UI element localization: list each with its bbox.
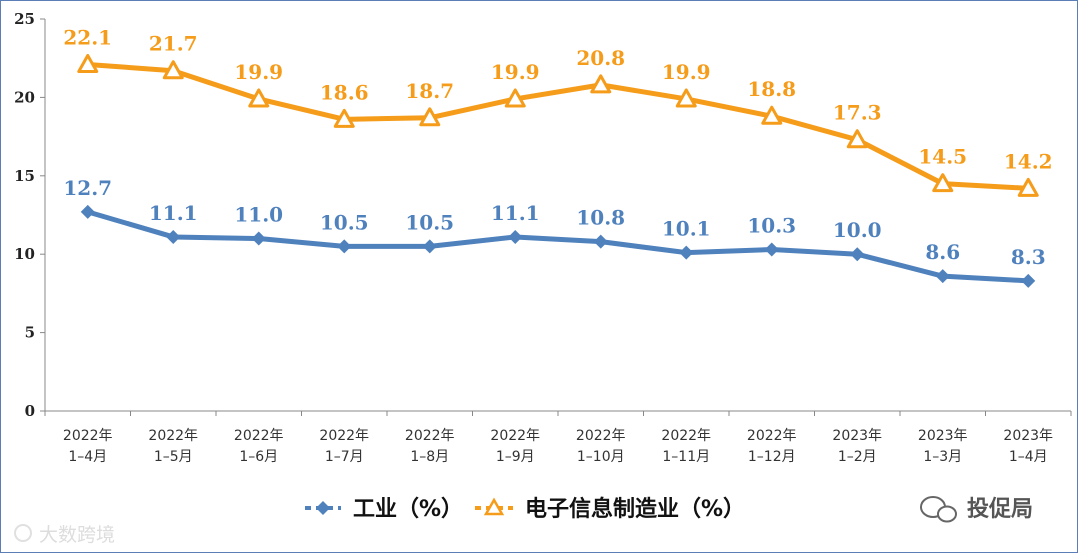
series-line-industry	[85, 209, 1031, 284]
point-marker-industry	[593, 234, 608, 249]
series-line-electronics	[85, 61, 1031, 191]
legend-label-electronics: 电子信息制造业（%）	[525, 496, 745, 522]
watermark-right: 投促局	[920, 496, 1033, 523]
data-label-industry: 10.3	[747, 213, 796, 237]
y-tick-label: 20	[14, 88, 35, 106]
data-label-industry: 10.8	[576, 206, 625, 230]
data-label-electronics: 14.5	[918, 145, 967, 169]
x-tick-label-period: 1–10月	[577, 449, 625, 465]
x-tick-label-year: 2022年	[319, 428, 369, 444]
data-label-electronics: 21.7	[149, 32, 198, 56]
x-tick-label-year: 2022年	[63, 428, 113, 444]
point-marker-industry	[935, 269, 950, 284]
point-marker-industry	[679, 245, 694, 260]
x-tick-label-year: 2022年	[490, 428, 540, 444]
y-tick-label: 15	[14, 167, 35, 185]
data-label-industry: 8.6	[925, 240, 960, 264]
legend: 工业（%） 电子信息制造业（%）	[305, 496, 745, 522]
x-tick-label-period: 1–7月	[325, 449, 364, 465]
x-axis-ticks: 2022年 1–4月 2022年 1–5月 2022年 1–6月 2022年 1–7月 2022…	[44, 411, 1072, 465]
y-axis-ticks: 0 5 10 15 20 25	[14, 10, 45, 420]
watermark-right-text: 投促局	[967, 497, 1033, 522]
point-marker-electronics	[675, 88, 697, 108]
x-tick-label-year: 2022年	[234, 428, 284, 444]
point-marker-industry	[251, 231, 266, 246]
x-tick-label-period: 1–4月	[68, 449, 107, 465]
data-label-electronics: 22.1	[63, 25, 112, 49]
data-label-electronics: 19.9	[234, 60, 283, 84]
data-label-electronics: 14.2	[1004, 149, 1053, 173]
x-tick-label-year: 2023年	[1003, 428, 1053, 444]
data-label-industry: 10.0	[833, 218, 882, 242]
point-marker-electronics	[419, 107, 441, 127]
x-tick-label-year: 2022年	[148, 428, 198, 444]
x-tick-label-period: 1–4月	[1009, 449, 1048, 465]
point-marker-electronics	[504, 88, 526, 108]
x-tick-label-period: 1–5月	[154, 449, 193, 465]
data-label-electronics: 18.7	[405, 79, 454, 103]
x-tick-label-year: 2022年	[405, 428, 455, 444]
y-tick-label: 5	[25, 324, 35, 342]
data-label-industry: 8.3	[1011, 245, 1046, 269]
data-label-industry: 10.5	[320, 210, 369, 234]
data-label-industry: 12.7	[63, 176, 112, 200]
point-marker-industry	[166, 229, 181, 244]
data-label-industry: 11.1	[491, 201, 540, 225]
point-marker-electronics	[248, 88, 270, 108]
x-tick-label-period: 1–12月	[748, 449, 796, 465]
legend-diamond-icon	[316, 501, 330, 515]
watermark-left: 大数跨境	[14, 524, 115, 546]
y-tick-label: 10	[14, 245, 35, 263]
point-marker-industry	[764, 242, 779, 257]
point-marker-industry	[850, 247, 865, 262]
point-marker-electronics	[932, 173, 954, 193]
watermark-logo-icon	[14, 524, 32, 542]
x-tick-label-period: 1–11月	[662, 449, 710, 465]
x-tick-label-period: 1–3月	[923, 449, 962, 465]
x-tick-label-year: 2022年	[661, 428, 711, 444]
x-tick-label-year: 2022年	[576, 428, 626, 444]
x-tick-label-year: 2023年	[918, 428, 968, 444]
data-label-electronics: 19.9	[491, 60, 540, 84]
x-tick-label-period: 1–8月	[410, 449, 449, 465]
y-tick-label: 0	[25, 402, 35, 420]
data-label-electronics: 20.8	[576, 46, 625, 70]
point-marker-industry	[1021, 273, 1036, 288]
series-layer	[77, 53, 1039, 288]
data-label-electronics: 18.8	[747, 77, 796, 101]
point-marker-industry	[80, 204, 95, 219]
x-tick-label-period: 1–9月	[496, 449, 535, 465]
point-marker-electronics	[333, 108, 355, 128]
point-marker-electronics	[761, 105, 783, 125]
wechat-icon-bubble	[937, 505, 957, 523]
data-label-industry: 10.1	[662, 217, 711, 241]
data-label-industry: 11.0	[234, 203, 283, 227]
data-label-electronics: 19.9	[662, 60, 711, 84]
watermark-left-text: 大数跨境	[39, 524, 115, 546]
point-marker-electronics	[162, 60, 184, 80]
point-marker-electronics	[1017, 177, 1039, 197]
x-tick-label-period: 1–6月	[239, 449, 278, 465]
data-label-industry: 10.5	[405, 210, 454, 234]
legend-label-industry: 工业（%）	[353, 497, 463, 522]
x-tick-label-period: 1–2月	[838, 449, 877, 465]
point-marker-industry	[508, 229, 523, 244]
y-tick-label: 25	[14, 10, 35, 28]
x-tick-label-year: 2022年	[747, 428, 797, 444]
point-marker-industry	[422, 239, 437, 254]
point-marker-electronics	[590, 74, 612, 94]
data-label-electronics: 18.6	[320, 80, 369, 104]
point-marker-electronics	[77, 53, 99, 73]
point-marker-electronics	[846, 129, 868, 149]
legend-triangle-icon	[483, 497, 505, 516]
data-labels: 12.7 11.1 11.0 10.5 10.5 11.1 10.8 10.1 10.3 10.0…	[63, 25, 1052, 268]
data-label-industry: 11.1	[149, 201, 198, 225]
data-label-electronics: 17.3	[833, 101, 882, 125]
point-marker-industry	[337, 239, 352, 254]
x-tick-label-year: 2023年	[832, 428, 882, 444]
